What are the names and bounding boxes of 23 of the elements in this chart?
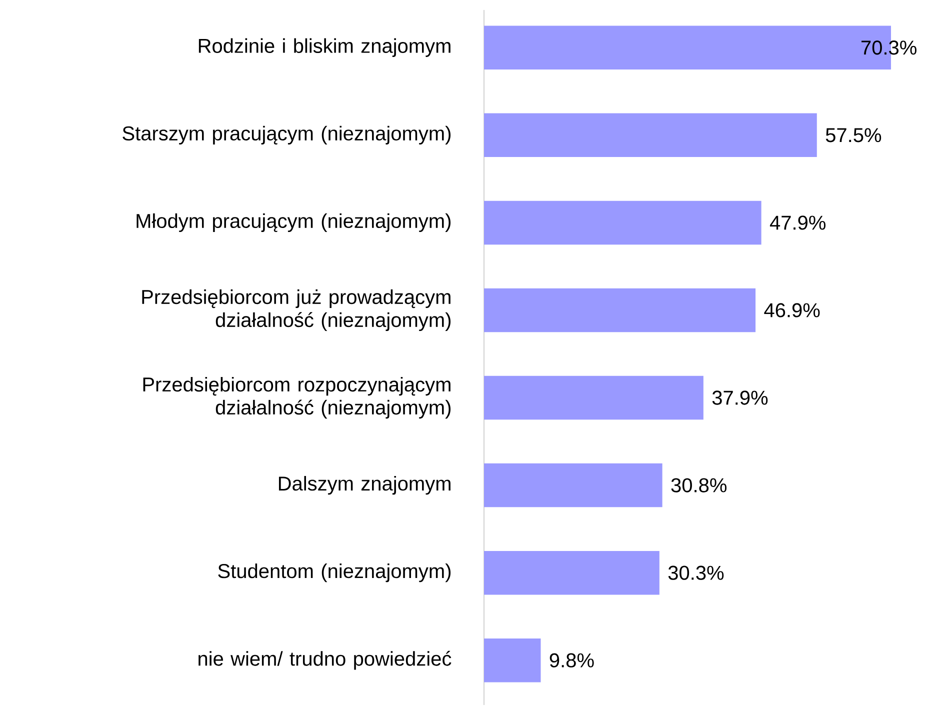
bar	[484, 550, 660, 595]
y-tick-label: Studentom (nieznajomym)	[218, 564, 451, 582]
bar	[484, 638, 541, 682]
y-tick-label: Starszym pracującym (nieznajomym)	[122, 126, 451, 144]
y-tick-label: Przedsiębiorcom rozpoczynającym działalność (nieznajomym)	[143, 376, 451, 419]
bar	[484, 288, 756, 332]
data-label: 30.8%	[671, 478, 726, 492]
data-label: 70.3%	[862, 40, 916, 55]
data-label: 30.3%	[668, 566, 724, 580]
data-label: 46.9%	[764, 303, 820, 318]
y-tick-label: Przedsiębiorcom już prowadzącym działalność (nieznajomym)	[142, 289, 451, 332]
y-tick-label: Rodzinie i bliskim znajomym	[198, 38, 450, 57]
bar	[484, 376, 704, 420]
y-tick-label: nie wiem/ trudno powiedzieć	[198, 650, 452, 670]
data-label: 9.8%	[550, 653, 594, 668]
bar	[484, 463, 662, 508]
bar	[484, 200, 762, 245]
y-tick-label: Młodym pracującym (nieznajomym)	[136, 213, 450, 232]
bar	[484, 113, 817, 158]
data-label: 37.9%	[712, 390, 768, 405]
data-label: 57.5%	[826, 128, 882, 142]
data-label: 47.9%	[770, 216, 826, 230]
y-tick-label: Dalszym znajomym	[278, 476, 450, 495]
